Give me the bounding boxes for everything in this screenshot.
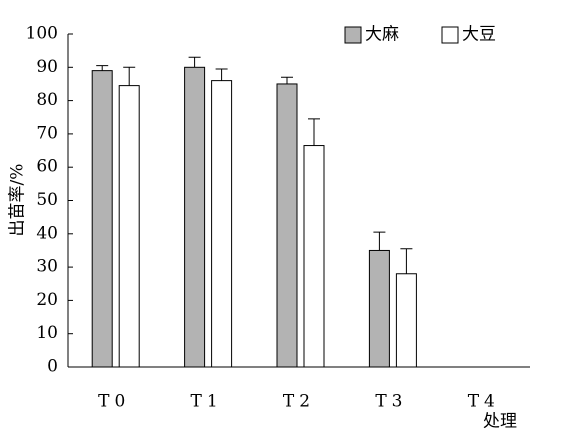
legend-label: 大豆 <box>462 25 496 45</box>
error-bar <box>215 68 228 81</box>
x-tick-label: T1 <box>191 392 223 412</box>
y-tick-label: 40 <box>36 223 58 243</box>
error-bar <box>188 56 201 68</box>
x-tick-label: T4 <box>468 392 500 412</box>
bar <box>184 66 206 368</box>
y-tick-label: 90 <box>36 57 58 77</box>
y-tick-label: 50 <box>36 190 58 210</box>
y-tick-label: 30 <box>36 257 58 277</box>
bar <box>276 83 298 368</box>
error-bar <box>96 65 109 71</box>
legend-swatch <box>344 26 362 44</box>
y-tick-label: 100 <box>26 24 58 44</box>
legend-swatch <box>441 26 459 44</box>
y-tick-label: 10 <box>36 323 58 343</box>
error-bar <box>400 248 413 274</box>
error-bar <box>308 118 320 146</box>
y-tick-label: 70 <box>36 123 58 143</box>
x-tick-label: T3 <box>375 392 407 412</box>
y-tick-label: 0 <box>47 357 58 377</box>
bar <box>368 249 390 368</box>
y-tick-label: 60 <box>36 157 58 177</box>
bar <box>395 273 417 368</box>
error-bar <box>373 231 386 251</box>
bar <box>303 145 325 368</box>
y-axis-label: 出苗率/% <box>8 164 28 237</box>
bar <box>118 85 140 368</box>
y-tick-label: 20 <box>36 290 58 310</box>
error-bar <box>123 66 136 86</box>
y-tick-label: 80 <box>36 90 58 110</box>
bar <box>91 70 113 368</box>
bar <box>211 80 233 368</box>
x-tick-label: T2 <box>283 392 315 412</box>
error-bar <box>281 76 293 84</box>
x-tick-label: T0 <box>98 392 130 412</box>
legend-label: 大麻 <box>365 25 399 45</box>
x-axis-label: 处理 <box>483 412 517 432</box>
